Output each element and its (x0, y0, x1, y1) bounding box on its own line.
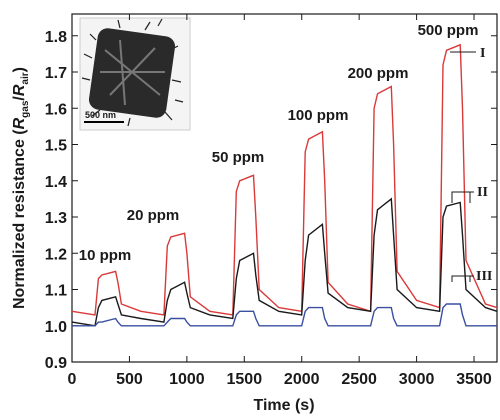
y-tick-label: 1.2 (45, 246, 67, 263)
x-axis-label: Time (s) (253, 397, 314, 414)
y-axis-label: Normalized resistance (Rgas/Rair) (11, 67, 31, 309)
annotations: 10 ppm 20 ppm 50 ppm 100 ppm 200 ppm 500… (79, 22, 479, 264)
annotation: 100 ppm (288, 107, 349, 124)
y-tick-label: 1.6 (45, 101, 67, 118)
series-label: III (476, 269, 492, 284)
plot-frame (71, 13, 498, 363)
annotation: 10 ppm (79, 247, 132, 264)
y-tick-label: 1.3 (45, 210, 67, 227)
inset: 500 nm (79, 17, 191, 131)
x-tick-label: 2000 (284, 371, 320, 388)
inset-spikes (81, 18, 184, 127)
annotation: 200 ppm (348, 65, 409, 82)
x-tick-label: 1500 (227, 371, 263, 388)
x-tick-label: 2500 (341, 371, 377, 388)
series-line (71, 197, 498, 327)
annotation: 20 ppm (127, 207, 180, 224)
y-tick-label: 0.9 (45, 355, 67, 372)
y-tick-label: 1.4 (45, 174, 67, 191)
x-tick-label: 0 (68, 371, 77, 388)
series-line (72, 303, 497, 327)
series-labels: I II III (476, 46, 492, 284)
inset-texture (100, 39, 165, 106)
series-label: I (480, 46, 485, 61)
x-tick-label: 3500 (456, 371, 492, 388)
annotation: 50 ppm (212, 149, 265, 166)
y-tick-label: 1.5 (45, 138, 67, 155)
y-tick-label: 1.8 (45, 29, 67, 46)
y-tick-label: 1.1 (45, 283, 67, 300)
scale-bar-label: 500 nm (85, 110, 116, 120)
y-tick-label: 1.7 (45, 65, 67, 82)
y-tick-label: 1.0 (45, 319, 67, 336)
x-tick-label: 1000 (169, 371, 205, 388)
series-leaders (450, 51, 476, 282)
x-tick-label: 500 (116, 371, 143, 388)
series-line (71, 43, 498, 316)
annotation: 500 ppm (418, 22, 479, 39)
series-label: II (477, 185, 488, 200)
x-tick-label: 3000 (399, 371, 435, 388)
